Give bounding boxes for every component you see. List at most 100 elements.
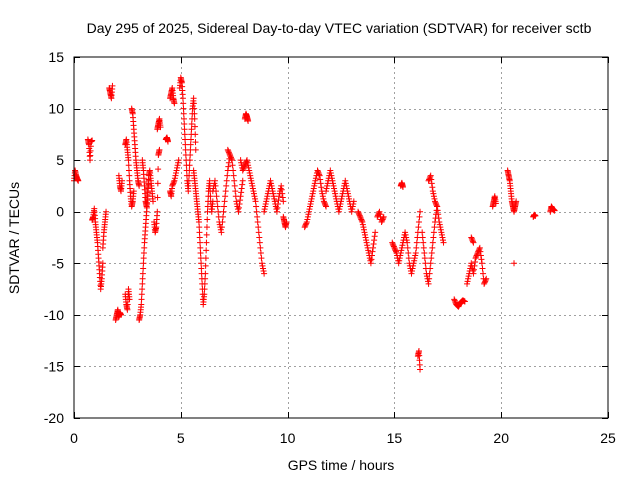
data-point [348, 208, 355, 215]
data-point [213, 193, 220, 200]
data-point [175, 157, 182, 164]
data-point [402, 231, 409, 238]
data-point [477, 252, 484, 259]
data-point [452, 298, 459, 305]
data-point [338, 195, 345, 202]
data-point [257, 249, 264, 256]
data-point [264, 193, 271, 200]
data-point [433, 200, 440, 207]
data-point [380, 215, 387, 222]
data-point [139, 280, 146, 287]
data-point [260, 268, 267, 275]
data-point [243, 158, 250, 165]
data-point [425, 280, 432, 287]
data-point [201, 286, 208, 293]
data-point [431, 195, 438, 202]
data-point [203, 224, 210, 231]
data-point [317, 180, 324, 187]
data-point [141, 244, 148, 251]
data-point [403, 234, 410, 241]
data-point [227, 154, 234, 161]
data-point [190, 95, 197, 102]
data-point [479, 265, 486, 272]
data-point [233, 198, 240, 205]
data-point [119, 177, 126, 184]
data-point [305, 211, 312, 218]
x-tick-label: 25 [600, 430, 616, 446]
data-point [202, 270, 209, 277]
data-point [437, 224, 444, 231]
data-point [317, 176, 324, 183]
data-point [180, 110, 187, 117]
data-point [395, 260, 402, 267]
data-point [429, 184, 436, 191]
data-point [247, 172, 254, 179]
data-point [412, 249, 419, 256]
data-point [368, 256, 375, 263]
data-point [437, 226, 444, 233]
data-point [439, 234, 446, 241]
data-point [89, 137, 96, 144]
data-point [357, 213, 364, 220]
y-tick-label: -5 [52, 255, 65, 271]
data-point [474, 251, 481, 258]
data-point [435, 211, 442, 218]
data-point [195, 219, 202, 226]
data-point [358, 217, 365, 224]
data-point [343, 182, 350, 189]
data-point [103, 208, 110, 215]
data-point [468, 234, 475, 241]
data-point [399, 183, 406, 190]
data-point [124, 301, 131, 308]
data-point [413, 244, 420, 251]
data-point [231, 182, 238, 189]
data-point [235, 208, 242, 215]
data-point [140, 249, 147, 256]
data-point [426, 275, 433, 282]
data-point [192, 146, 199, 153]
data-point [482, 278, 489, 285]
data-point [476, 244, 483, 251]
data-point [256, 239, 263, 246]
data-point [397, 249, 404, 256]
data-point [126, 167, 133, 174]
y-tick-label: 10 [48, 101, 64, 117]
data-point [268, 180, 275, 187]
data-point [219, 213, 226, 220]
y-tick-label: -10 [44, 307, 64, 323]
data-point [397, 252, 404, 259]
data-point [253, 203, 260, 210]
data-point [201, 280, 208, 287]
data-point [362, 231, 369, 238]
data-point [155, 166, 162, 173]
data-point [379, 217, 386, 224]
data-point [304, 213, 311, 220]
data-point [357, 215, 364, 222]
data-point [417, 208, 424, 215]
data-point [140, 260, 147, 267]
data-point [226, 151, 233, 158]
data-point [378, 219, 385, 226]
data-point [422, 260, 429, 267]
data-point [329, 177, 336, 184]
data-point [492, 200, 499, 207]
data-point [269, 188, 276, 195]
data-point [231, 177, 238, 184]
data-point [328, 175, 335, 182]
data-point [171, 177, 178, 184]
data-point [171, 100, 178, 107]
data-point [342, 180, 349, 187]
data-point [274, 200, 281, 207]
data-point [75, 177, 82, 184]
data-point [436, 219, 443, 226]
data-point [431, 224, 438, 231]
data-point [321, 200, 328, 207]
data-point [244, 159, 251, 166]
data-point [477, 248, 484, 255]
data-point [249, 185, 256, 192]
data-point [203, 239, 210, 246]
data-point [275, 197, 282, 204]
data-point [302, 222, 309, 229]
data-point [187, 136, 194, 143]
plot-frame [73, 56, 609, 419]
